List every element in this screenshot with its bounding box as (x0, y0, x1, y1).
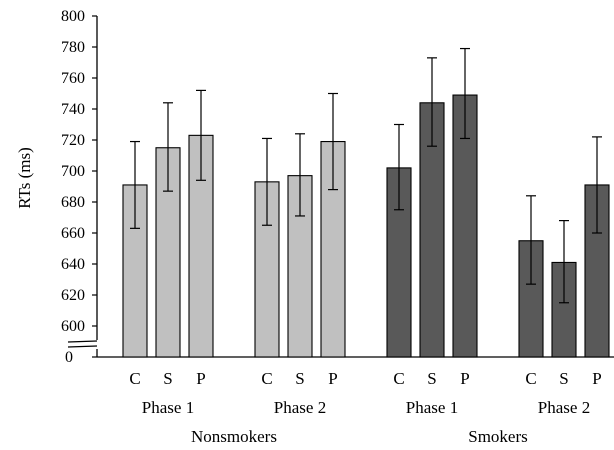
y-tick-label: 800 (61, 8, 85, 25)
y-tick-label: 700 (61, 163, 85, 180)
y-tick-label: 760 (61, 70, 85, 87)
phase-label: Phase 2 (538, 398, 590, 417)
category-label: C (129, 369, 140, 388)
y-tick-label: 720 (61, 132, 85, 149)
axis-break-mark (68, 346, 97, 347)
y-tick-label: 680 (61, 194, 85, 211)
y-tick-label: 740 (61, 101, 85, 118)
y-tick-label: 660 (61, 225, 85, 242)
category-label: S (163, 369, 172, 388)
category-label: P (196, 369, 205, 388)
category-label: S (295, 369, 304, 388)
phase-label: Phase 2 (274, 398, 326, 417)
y-tick-label: 600 (61, 318, 85, 335)
axis-break-mark (68, 341, 97, 342)
bars (123, 49, 609, 357)
y-axis-label: RTs (ms) (15, 147, 34, 209)
category-label: S (559, 369, 568, 388)
phase-label: Phase 1 (406, 398, 458, 417)
category-label: P (592, 369, 601, 388)
category-label: P (328, 369, 337, 388)
category-label: S (427, 369, 436, 388)
category-label: P (460, 369, 469, 388)
y-tick-label: 0 (65, 349, 73, 366)
y-tick-label: 640 (61, 256, 85, 273)
y-tick-label: 780 (61, 39, 85, 56)
group-label: Smokers (468, 427, 528, 446)
category-label: C (393, 369, 404, 388)
category-label: C (261, 369, 272, 388)
group-label: Nonsmokers (191, 427, 277, 446)
category-label: C (525, 369, 536, 388)
phase-label: Phase 1 (142, 398, 194, 417)
y-tick-label: 620 (61, 287, 85, 304)
